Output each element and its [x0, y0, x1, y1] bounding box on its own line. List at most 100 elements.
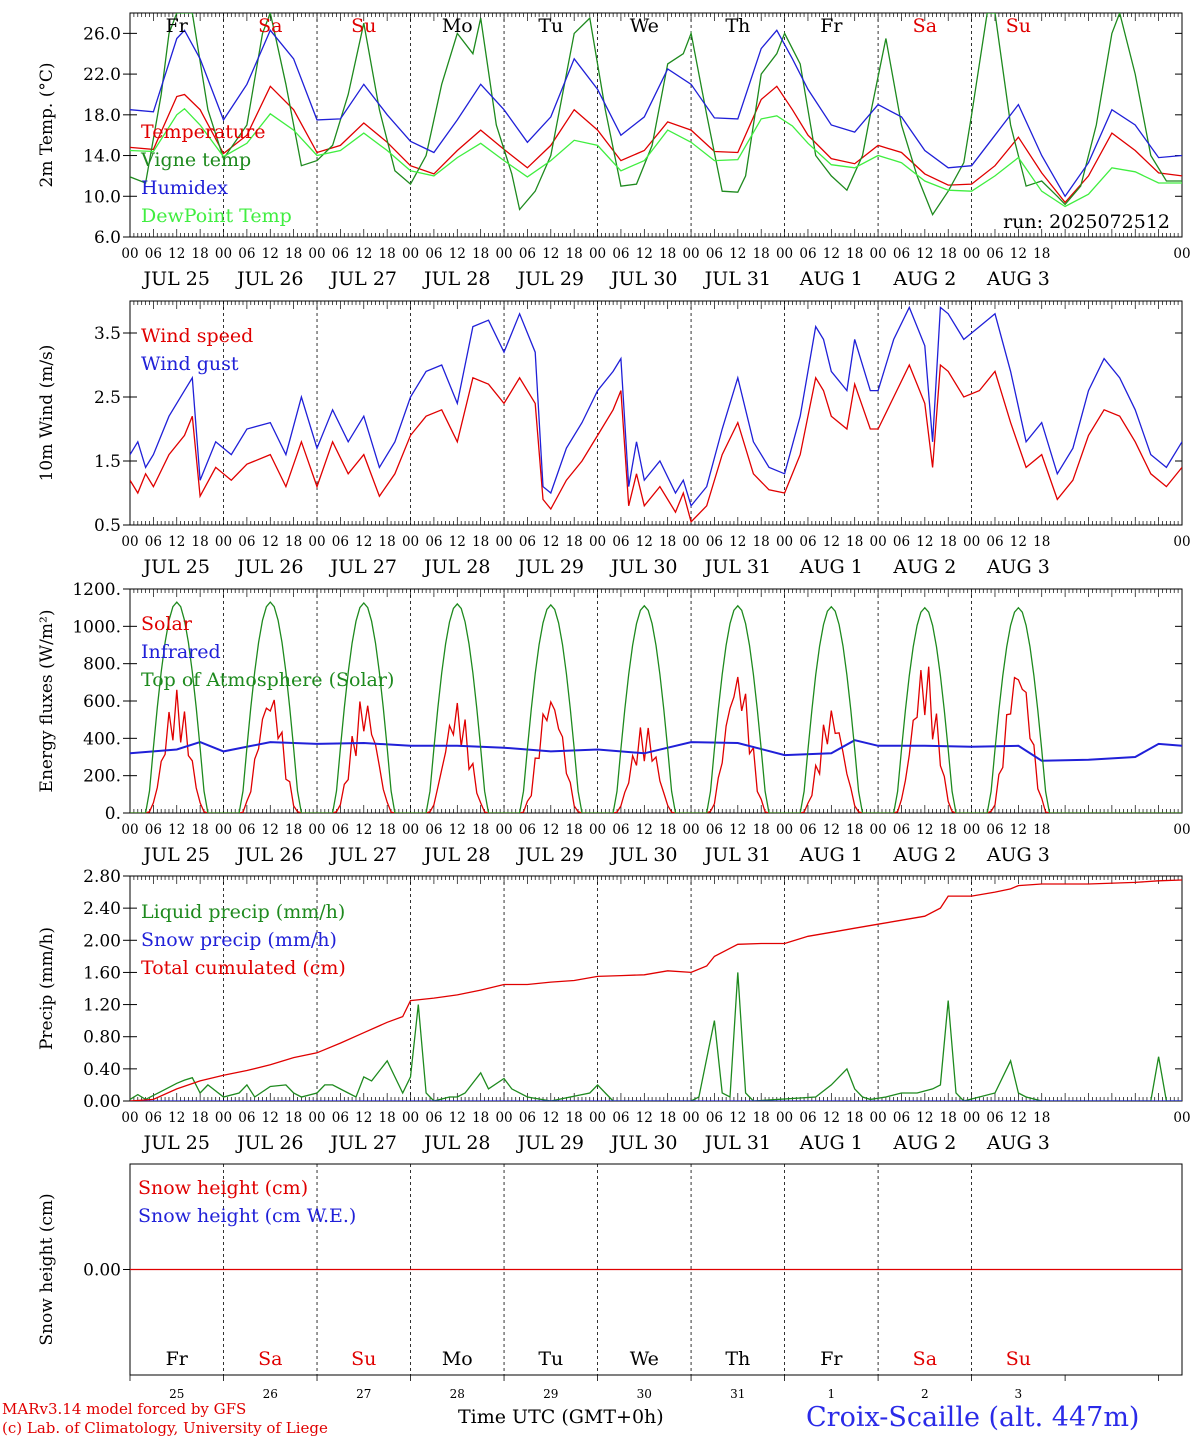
y-tick-label: 26.0 — [83, 24, 121, 44]
hour-label: 06 — [238, 1110, 255, 1126]
hour-label: 06 — [332, 1110, 349, 1126]
hour-label: 06 — [332, 822, 349, 838]
hour-label: 12 — [355, 1110, 372, 1126]
weekday-label: Mo — [442, 15, 473, 37]
hour-label: 12 — [916, 822, 933, 838]
date-label: JUL 30 — [609, 556, 677, 578]
hour-label: 12 — [168, 246, 185, 262]
date-label: JUL 25 — [142, 1132, 210, 1154]
date-label: AUG 3 — [986, 556, 1050, 578]
hour-label: 18 — [379, 1110, 396, 1126]
y-tick-label: 2.80 — [83, 867, 121, 887]
weekday-label: We — [630, 15, 659, 37]
y-tick-label: 800. — [83, 655, 121, 675]
hour-label: 12 — [636, 822, 653, 838]
hour-label: 12 — [729, 822, 746, 838]
panel-frame — [129, 588, 1183, 814]
legend-entry: Infrared — [141, 641, 221, 663]
hour-label: 00 — [963, 822, 980, 838]
weekday-label: Tu — [538, 1348, 563, 1370]
hour-label: 00 — [776, 246, 793, 262]
hour-label: 00 — [308, 246, 325, 262]
hour-label: 00 — [121, 246, 138, 262]
y-tick-label: 2.5 — [94, 388, 121, 408]
hour-label: 00 — [121, 534, 138, 550]
weekday-label: Su — [351, 15, 376, 37]
y-tick-label: 1.60 — [83, 963, 121, 983]
weekday-label: Fr — [820, 15, 843, 37]
panel-3: 0. 200. 400. 600. 800. 1000. 1200. Energy fluxe… — [37, 580, 1191, 866]
hour-label: 12 — [916, 1110, 933, 1126]
hour-label: 18 — [659, 822, 676, 838]
hour-label: 12 — [729, 534, 746, 550]
weekday-label: Fr — [820, 1348, 843, 1370]
hour-label: 06 — [145, 246, 162, 262]
hour-label: 18 — [285, 822, 302, 838]
hour-label: 06 — [332, 246, 349, 262]
hour-label: 00 — [682, 822, 699, 838]
hour-label: 18 — [940, 822, 957, 838]
weekday-label: Su — [1006, 1348, 1031, 1370]
hour-label: 12 — [355, 534, 372, 550]
hour-label: 18 — [566, 246, 583, 262]
hour-label: 18 — [659, 534, 676, 550]
date-label: JUL 29 — [516, 1132, 584, 1154]
legend-entry: Solar — [141, 613, 193, 635]
date-label: JUL 26 — [235, 268, 303, 290]
date-label: JUL 25 — [142, 268, 210, 290]
legend-entry: Total cumulated (cm) — [141, 957, 346, 979]
hour-label: 12 — [1010, 822, 1027, 838]
day-number: 25 — [169, 1387, 184, 1401]
date-label: JUL 26 — [235, 1132, 303, 1154]
legend-entry: Snow height (cm) — [138, 1177, 308, 1199]
date-label: JUL 28 — [422, 1132, 490, 1154]
y-tick-label: 2.00 — [83, 931, 121, 951]
hour-label: 18 — [379, 534, 396, 550]
hour-label: 00 — [308, 534, 325, 550]
date-label: AUG 1 — [799, 556, 863, 578]
weekday-label: Sa — [913, 1348, 937, 1370]
hour-label: 12 — [916, 534, 933, 550]
hour-label: 06 — [706, 534, 723, 550]
y-tick-label: 18.0 — [83, 106, 121, 126]
hour-label: 18 — [285, 246, 302, 262]
hour-label: 00 — [1173, 246, 1190, 262]
hour-label: 00 — [1173, 822, 1190, 838]
hour-label: 12 — [729, 246, 746, 262]
panel-5: 0.00 Snow height (cm) Snow height (cm) Snow… — [37, 1163, 1183, 1401]
hour-label: 18 — [379, 246, 396, 262]
hour-label: 00 — [121, 822, 138, 838]
hour-label: 18 — [192, 822, 209, 838]
hour-label: 00 — [308, 822, 325, 838]
hour-label: 18 — [472, 534, 489, 550]
hour-label: 06 — [332, 534, 349, 550]
hour-label: 18 — [566, 822, 583, 838]
legend-entry: Wind speed — [141, 325, 253, 347]
day-number: 31 — [730, 1387, 745, 1401]
hour-label: 06 — [706, 246, 723, 262]
date-label: JUL 30 — [609, 268, 677, 290]
weekday-label: Th — [725, 15, 750, 37]
hour-label: 06 — [706, 822, 723, 838]
y-tick-label: 1000. — [72, 617, 121, 637]
hour-label: 06 — [145, 534, 162, 550]
hour-label: 06 — [519, 246, 536, 262]
series-total-cumulated-cm — [130, 879, 1182, 1101]
hour-label: 06 — [425, 534, 442, 550]
hour-label: 12 — [542, 534, 559, 550]
hour-label: 18 — [1033, 534, 1050, 550]
hour-label: 00 — [589, 822, 606, 838]
series-liquid-precip-mm-h — [130, 972, 1182, 1101]
hour-label: 12 — [542, 822, 559, 838]
hour-label: 12 — [823, 822, 840, 838]
hour-label: 00 — [682, 246, 699, 262]
hour-label: 12 — [823, 246, 840, 262]
legend-entry: Wind gust — [141, 353, 239, 375]
legend-entry: Snow height (cm W.E.) — [138, 1205, 356, 1227]
hour-label: 12 — [636, 534, 653, 550]
day-number: 28 — [450, 1387, 465, 1401]
run-label: run: 2025072512 — [1003, 211, 1170, 233]
hour-label: 18 — [846, 822, 863, 838]
legend-entry: Humidex — [141, 177, 228, 199]
